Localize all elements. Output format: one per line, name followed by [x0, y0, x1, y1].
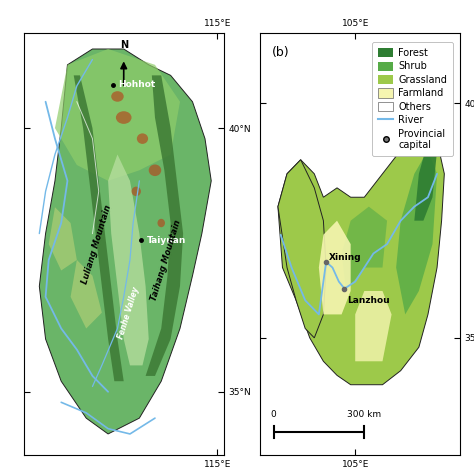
Text: Hohhot: Hohhot [118, 81, 155, 90]
Polygon shape [39, 49, 211, 434]
Ellipse shape [116, 111, 131, 124]
Text: Taiyuan: Taiyuan [146, 236, 186, 245]
Ellipse shape [157, 219, 165, 227]
Ellipse shape [131, 187, 141, 196]
Polygon shape [396, 150, 437, 314]
Text: Lanzhou: Lanzhou [347, 296, 390, 305]
Ellipse shape [111, 91, 124, 102]
Ellipse shape [137, 133, 148, 144]
Text: (b): (b) [272, 46, 289, 59]
Polygon shape [319, 221, 351, 314]
Polygon shape [146, 75, 183, 376]
Text: Taihang Mountain: Taihang Mountain [149, 218, 182, 301]
Legend: Forest, Shrub, Grassland, Farmland, Others, River, Provincial
capital: Forest, Shrub, Grassland, Farmland, Othe… [372, 42, 453, 156]
Text: 0: 0 [271, 410, 277, 419]
Polygon shape [414, 141, 437, 221]
Polygon shape [342, 207, 387, 291]
Polygon shape [278, 160, 326, 338]
Text: N: N [119, 40, 128, 50]
Text: Luliang Mountain: Luliang Mountain [81, 203, 113, 285]
Polygon shape [49, 207, 77, 271]
Polygon shape [74, 75, 124, 381]
Polygon shape [278, 127, 444, 385]
Polygon shape [55, 49, 180, 181]
Text: Xining: Xining [328, 253, 361, 262]
Polygon shape [108, 155, 149, 365]
Ellipse shape [149, 164, 161, 176]
Text: 300 km: 300 km [346, 410, 381, 419]
Polygon shape [355, 291, 392, 361]
Text: Fenhe Valley: Fenhe Valley [116, 285, 141, 340]
Polygon shape [71, 260, 102, 328]
